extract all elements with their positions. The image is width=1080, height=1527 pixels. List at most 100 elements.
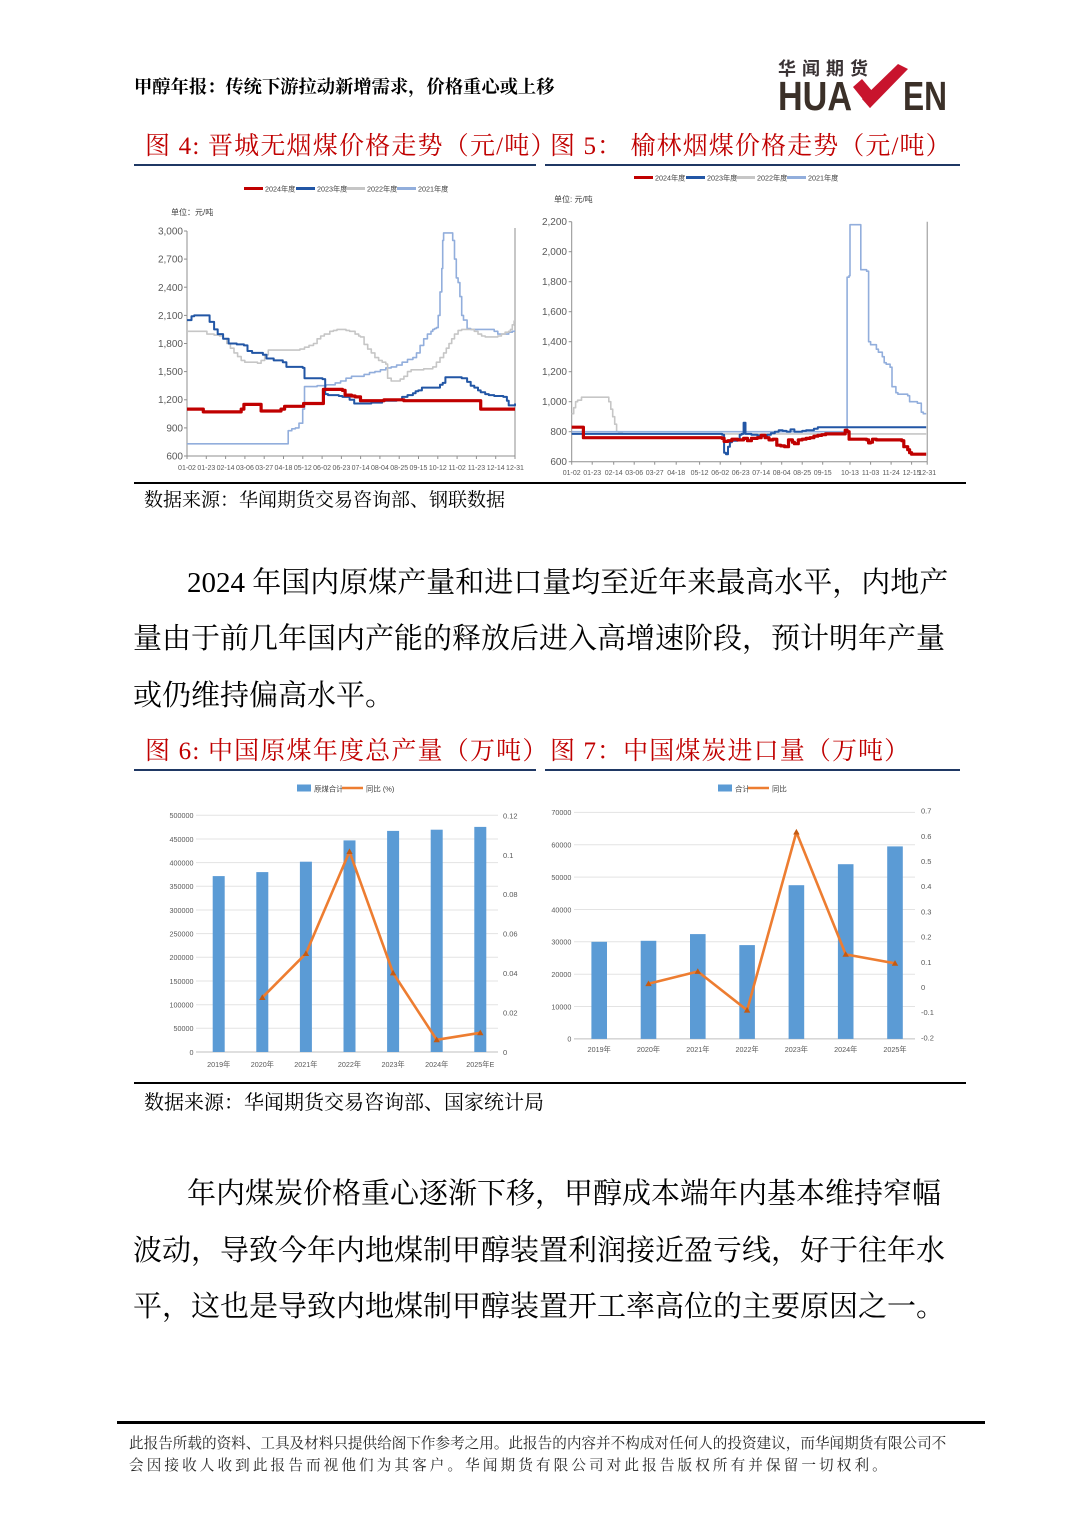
svg-text:0.7: 0.7 — [921, 807, 931, 816]
svg-text:合计: 合计 — [735, 785, 750, 794]
svg-text:09-15: 09-15 — [814, 470, 832, 477]
svg-text:03-27: 03-27 — [255, 465, 273, 472]
svg-text:同比 (%): 同比 (%) — [366, 785, 394, 794]
svg-text:2022年: 2022年 — [736, 1045, 759, 1054]
svg-text:2019年: 2019年 — [207, 1060, 230, 1069]
svg-text:2022年: 2022年 — [338, 1060, 361, 1069]
svg-text:2023年: 2023年 — [785, 1045, 808, 1054]
svg-text:08-25: 08-25 — [793, 470, 811, 477]
svg-text:单位: 元/吨: 单位: 元/吨 — [554, 194, 593, 204]
svg-text:1,800: 1,800 — [158, 339, 183, 350]
svg-text:EN: EN — [903, 73, 947, 114]
svg-text:1,800: 1,800 — [542, 277, 567, 288]
svg-text:200000: 200000 — [170, 953, 194, 962]
svg-text:11-23: 11-23 — [468, 465, 485, 472]
svg-text:12-31: 12-31 — [506, 465, 524, 472]
svg-text:2020年: 2020年 — [637, 1045, 660, 1054]
svg-text:0: 0 — [503, 1048, 507, 1057]
svg-text:30000: 30000 — [551, 938, 571, 947]
svg-text:03-06: 03-06 — [236, 465, 254, 472]
svg-text:12-31: 12-31 — [918, 470, 936, 477]
svg-text:0.2: 0.2 — [921, 933, 931, 942]
svg-text:10-12: 10-12 — [429, 465, 447, 472]
svg-text:2,100: 2,100 — [158, 311, 183, 322]
svg-text:08-04: 08-04 — [773, 470, 791, 477]
svg-text:0.12: 0.12 — [503, 811, 518, 820]
svg-text:2021年度: 2021年度 — [808, 174, 838, 183]
svg-text:900: 900 — [166, 423, 183, 434]
svg-text:0: 0 — [567, 1035, 571, 1044]
svg-text:同比: 同比 — [772, 785, 787, 794]
svg-text:06-02: 06-02 — [313, 465, 331, 472]
svg-text:2,400: 2,400 — [158, 283, 183, 294]
svg-text:1,600: 1,600 — [542, 307, 567, 318]
svg-text:50000: 50000 — [551, 873, 571, 882]
svg-text:06-23: 06-23 — [732, 470, 750, 477]
svg-text:01-23: 01-23 — [583, 470, 601, 477]
svg-text:0.06: 0.06 — [503, 930, 518, 939]
svg-text:0.1: 0.1 — [921, 958, 931, 967]
svg-text:300000: 300000 — [170, 906, 194, 915]
svg-text:0.02: 0.02 — [503, 1009, 518, 1018]
svg-text:-0.1: -0.1 — [921, 1008, 934, 1017]
svg-text:250000: 250000 — [170, 929, 194, 938]
svg-text:0.08: 0.08 — [503, 890, 518, 899]
svg-text:01-23: 01-23 — [197, 465, 215, 472]
svg-text:600: 600 — [550, 457, 567, 468]
svg-text:500000: 500000 — [170, 811, 194, 820]
svg-text:08-04: 08-04 — [371, 465, 389, 472]
svg-text:07-14: 07-14 — [752, 470, 770, 477]
svg-text:-0.2: -0.2 — [921, 1033, 934, 1042]
svg-text:09-15: 09-15 — [410, 465, 428, 472]
svg-text:50000: 50000 — [174, 1024, 194, 1033]
svg-text:04-18: 04-18 — [667, 470, 685, 477]
svg-text:03-27: 03-27 — [646, 470, 664, 477]
svg-text:2,700: 2,700 — [158, 255, 183, 266]
svg-text:02-14: 02-14 — [605, 470, 623, 477]
svg-text:600: 600 — [166, 452, 183, 463]
svg-text:06-02: 06-02 — [711, 470, 729, 477]
svg-text:2019年: 2019年 — [588, 1045, 611, 1054]
svg-text:02-14: 02-14 — [217, 465, 235, 472]
svg-text:2021年度: 2021年度 — [418, 185, 448, 194]
svg-text:单位：元/吨: 单位：元/吨 — [171, 207, 213, 217]
svg-text:08-25: 08-25 — [390, 465, 408, 472]
svg-text:0.4: 0.4 — [921, 882, 931, 891]
svg-text:100000: 100000 — [170, 1001, 194, 1010]
svg-text:60000: 60000 — [551, 841, 571, 850]
svg-text:04-18: 04-18 — [275, 465, 293, 472]
svg-text:1,400: 1,400 — [542, 337, 567, 348]
svg-text:0.1: 0.1 — [503, 851, 513, 860]
svg-text:20000: 20000 — [551, 970, 571, 979]
svg-text:2025年: 2025年 — [883, 1045, 906, 1054]
svg-text:2022年度: 2022年度 — [367, 185, 397, 194]
svg-text:11-02: 11-02 — [448, 465, 465, 472]
svg-text:40000: 40000 — [551, 905, 571, 914]
svg-text:2,200: 2,200 — [542, 217, 567, 228]
svg-text:800: 800 — [550, 427, 567, 438]
svg-text:10-13: 10-13 — [841, 470, 859, 477]
svg-text:12-15: 12-15 — [903, 470, 921, 477]
svg-text:11-03: 11-03 — [862, 470, 879, 477]
svg-text:2023年度: 2023年度 — [317, 185, 347, 194]
svg-text:2021年: 2021年 — [686, 1045, 709, 1054]
svg-text:400000: 400000 — [170, 858, 194, 867]
svg-text:0.6: 0.6 — [921, 832, 931, 841]
svg-text:12-14: 12-14 — [487, 465, 505, 472]
svg-text:2022年度: 2022年度 — [757, 174, 787, 183]
svg-text:2023年: 2023年 — [382, 1060, 405, 1069]
svg-text:2025年E: 2025年E — [466, 1060, 494, 1069]
svg-text:01-02: 01-02 — [563, 470, 581, 477]
svg-text:450000: 450000 — [170, 835, 194, 844]
svg-text:0.5: 0.5 — [921, 857, 931, 866]
svg-text:2021年: 2021年 — [294, 1060, 317, 1069]
svg-text:2024年度: 2024年度 — [265, 185, 295, 194]
svg-text:0.3: 0.3 — [921, 907, 931, 916]
svg-text:05-12: 05-12 — [691, 470, 709, 477]
svg-text:11-24: 11-24 — [882, 470, 899, 477]
svg-text:10000: 10000 — [551, 1002, 571, 1011]
svg-text:350000: 350000 — [170, 882, 194, 891]
svg-text:0.04: 0.04 — [503, 969, 518, 978]
svg-text:06-23: 06-23 — [332, 465, 350, 472]
svg-text:0: 0 — [921, 983, 925, 992]
